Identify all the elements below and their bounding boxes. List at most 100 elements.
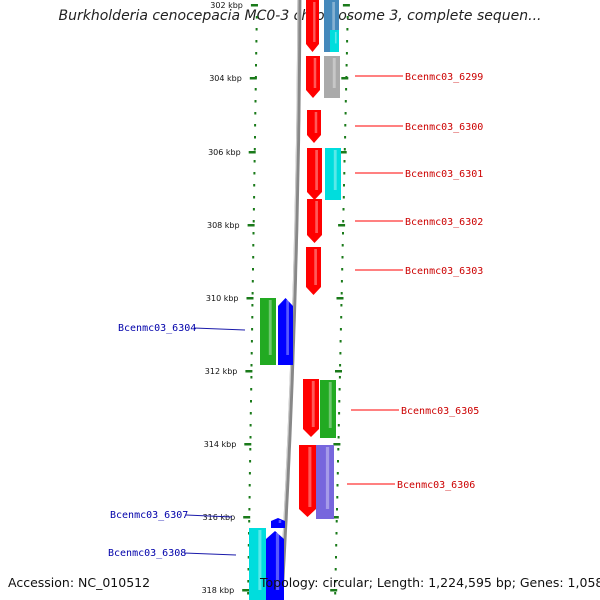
right-guide-dot (342, 220, 345, 223)
gene-reverse[interactable] (278, 298, 293, 365)
left-guide-dot (250, 388, 253, 391)
tick-mark-right (335, 370, 342, 373)
gene-reverse[interactable] (271, 518, 285, 528)
right-guide-dot (344, 112, 347, 115)
tick-mark-left (242, 589, 250, 592)
kbp-ruler: 302 kbp 304 kbp 306 kbp 308 kbp 310 kbp 312 k… (202, 1, 350, 595)
left-guide-dot (255, 40, 258, 43)
gene-shade (286, 300, 289, 355)
right-guide-dot (338, 400, 341, 403)
right-guide-dot (345, 64, 348, 67)
left-guide-dot (252, 256, 255, 259)
gene-label-reverse[interactable]: Bcenmc03_6307 (110, 510, 188, 521)
right-guide-dot (341, 256, 344, 259)
gene-shade (268, 300, 272, 355)
left-guide-dot (252, 268, 254, 271)
tick-mark-left (249, 77, 257, 80)
left-guide-dot (250, 376, 253, 379)
gene-shade (332, 2, 335, 42)
tick-mark-left (247, 224, 255, 227)
gene-shade (333, 150, 337, 190)
right-guide-dot (346, 28, 349, 31)
left-guide-dot (247, 592, 250, 595)
gene-shade (315, 150, 318, 190)
gene-label-forward[interactable]: Bcenmc03_6301 (405, 169, 483, 180)
right-guide-dot (339, 364, 342, 367)
left-guide-dot (252, 244, 255, 247)
backbone-line (279, 0, 302, 600)
gene-label-forward[interactable]: Bcenmc03_6300 (405, 122, 483, 133)
chromosome-backbone (279, 0, 302, 600)
gene-label-leader (185, 514, 233, 518)
gene-other[interactable] (324, 56, 340, 98)
gene-label-forward[interactable]: Bcenmc03_6303 (405, 266, 483, 277)
gene-forward[interactable] (307, 110, 321, 143)
gene-label-leader (183, 552, 237, 556)
left-guide-dot (248, 496, 251, 499)
left-guide-dot (250, 340, 253, 343)
gene-labels[interactable]: Bcenmc03_6299 Bcenmc03_6300 Bcenmc03_6301 B… (108, 72, 483, 559)
gene-label-forward[interactable]: Bcenmc03_6299 (405, 72, 483, 83)
gene-other[interactable] (330, 30, 339, 52)
gene-other[interactable] (325, 148, 341, 200)
right-guide-dot (336, 496, 339, 499)
gene-shade (314, 249, 317, 285)
gene-shade (308, 447, 312, 507)
gene-forward[interactable] (307, 199, 322, 243)
right-guide-dot (340, 280, 343, 283)
gene-label-forward[interactable]: Bcenmc03_6306 (397, 480, 475, 491)
left-guide-dot (250, 400, 252, 403)
tick-mark-right (342, 4, 350, 7)
gene-forward[interactable] (303, 379, 319, 437)
right-guide-dot (346, 16, 349, 19)
gene-other[interactable] (316, 445, 334, 519)
right-guide-dot (343, 184, 345, 187)
left-guide-dot (251, 292, 254, 295)
right-guide-dot (339, 328, 342, 331)
gene-forward[interactable] (306, 0, 319, 52)
tick-label: 306 kbp (208, 148, 241, 157)
gene-forward[interactable] (306, 56, 320, 98)
gene-label-forward[interactable]: Bcenmc03_6305 (401, 406, 479, 417)
tick-label: 318 kbp (202, 586, 235, 595)
gene-label-reverse[interactable]: Bcenmc03_6308 (108, 548, 186, 559)
left-guide-dot (249, 448, 252, 451)
gene-shade (328, 382, 332, 428)
gene-label-leader (193, 327, 246, 331)
gene-shade (278, 520, 282, 523)
gene-shade (315, 201, 318, 233)
gene-forward[interactable] (307, 148, 322, 200)
right-guide-dot (334, 580, 337, 583)
right-guide-dot (337, 424, 340, 427)
tick-mark-left (244, 443, 252, 446)
gene-forward[interactable] (306, 247, 321, 295)
gene-other[interactable] (249, 528, 266, 600)
left-guide-dot (254, 124, 257, 127)
left-guide-dot (249, 412, 252, 415)
right-guide-dot (338, 412, 341, 415)
gene-features[interactable] (249, 0, 341, 600)
tick-mark-right (341, 77, 349, 80)
right-guide-dot (341, 244, 344, 247)
left-guide-dot (249, 460, 252, 463)
gene-forward[interactable] (299, 445, 316, 517)
gene-reverse[interactable] (266, 531, 284, 600)
gene-other[interactable] (320, 380, 336, 438)
gene-other[interactable] (260, 298, 276, 365)
gene-label-reverse[interactable]: Bcenmc03_6304 (118, 323, 196, 334)
right-guide-dot (345, 88, 348, 91)
tick-mark-left (250, 4, 258, 7)
tick-label: 316 kbp (203, 513, 236, 522)
right-guide-dot (343, 160, 346, 163)
left-guide-dot (254, 136, 256, 139)
right-guide-dot (344, 100, 347, 103)
right-guide-dot (334, 568, 337, 571)
dotted-guides (247, 4, 349, 595)
left-guide-dot (248, 508, 251, 511)
right-guide-dot (336, 472, 339, 475)
gene-label-forward[interactable]: Bcenmc03_6302 (405, 217, 483, 228)
right-guide-dot (345, 52, 348, 55)
tick-label: 312 kbp (205, 367, 238, 376)
right-guide-dot (337, 460, 339, 463)
